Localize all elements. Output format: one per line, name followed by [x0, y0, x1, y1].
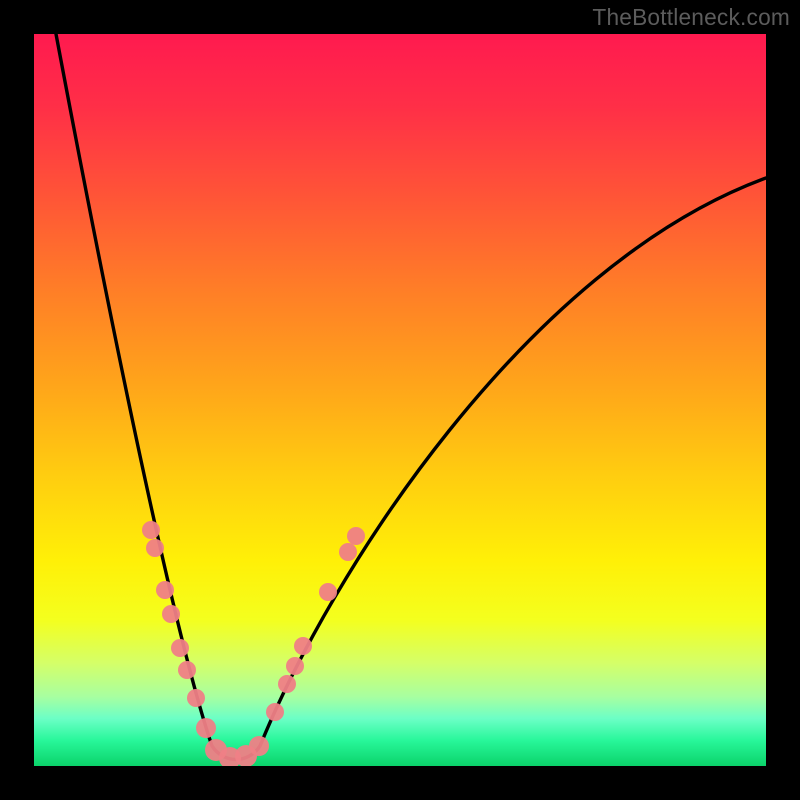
curve-marker: [171, 639, 189, 657]
curve-marker: [178, 661, 196, 679]
curve-marker: [347, 527, 365, 545]
curve-marker: [196, 718, 216, 738]
curve-marker: [142, 521, 160, 539]
curve-marker: [156, 581, 174, 599]
curve-marker: [146, 539, 164, 557]
curve-marker: [162, 605, 180, 623]
curve-marker: [294, 637, 312, 655]
curve-marker: [278, 675, 296, 693]
chart-background: [34, 34, 766, 766]
chart-frame: TheBottleneck.com: [0, 0, 800, 800]
curve-marker: [187, 689, 205, 707]
watermark-text: TheBottleneck.com: [592, 4, 790, 31]
curve-marker: [339, 543, 357, 561]
curve-marker: [319, 583, 337, 601]
curve-marker: [266, 703, 284, 721]
curve-marker: [286, 657, 304, 675]
bottleneck-chart: [0, 0, 800, 800]
curve-marker: [249, 736, 269, 756]
